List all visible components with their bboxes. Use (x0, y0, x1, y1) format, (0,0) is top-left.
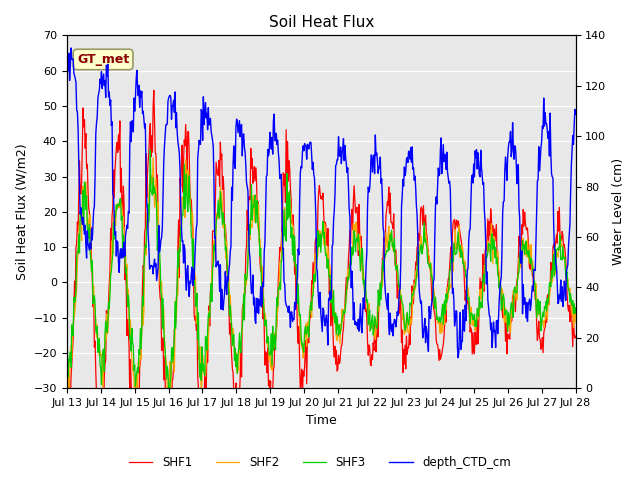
SHF3 (72, 287, 80, 293)
SHF1 (572, 333, 579, 339)
SHF3 (572, 305, 579, 311)
Line: depth_CTD_cm: depth_CTD_cm (67, 48, 575, 358)
depth_CTD_cm (454, 355, 462, 360)
Line: SHF2: SHF2 (67, 158, 575, 401)
SHF1 (399, 370, 407, 375)
SHF2 (204, 347, 212, 352)
X-axis label: Time: Time (306, 414, 337, 427)
SHF2 (572, 306, 579, 312)
SHF3 (147, 147, 154, 153)
SHF3 (63, 377, 70, 383)
SHF3 (384, 248, 392, 254)
SHF1 (72, 245, 80, 251)
SHF3 (399, 302, 407, 308)
SHF3 (166, 391, 173, 396)
depth_CTD_cm (204, 127, 211, 132)
SHF1 (63, 398, 70, 404)
SHF1 (384, 203, 392, 208)
depth_CTD_cm (63, 72, 70, 78)
SHF2 (177, 218, 185, 224)
SHF2 (72, 293, 80, 299)
SHF1 (204, 335, 212, 340)
SHF2 (63, 358, 70, 364)
Title: Soil Heat Flux: Soil Heat Flux (269, 15, 374, 30)
Y-axis label: Soil Heat Flux (W/m2): Soil Heat Flux (W/m2) (15, 144, 28, 280)
SHF1 (125, 326, 132, 332)
Line: SHF3: SHF3 (67, 150, 575, 394)
SHF2 (384, 233, 392, 239)
Text: GT_met: GT_met (77, 53, 129, 66)
SHF3 (204, 312, 212, 318)
SHF2 (131, 398, 138, 404)
depth_CTD_cm (383, 306, 391, 312)
SHF1 (177, 159, 185, 165)
SHF3 (125, 292, 132, 298)
SHF2 (125, 287, 132, 292)
Line: SHF1: SHF1 (67, 90, 575, 467)
depth_CTD_cm (125, 210, 133, 216)
depth_CTD_cm (572, 111, 579, 117)
SHF2 (399, 317, 407, 323)
depth_CTD_cm (73, 107, 81, 113)
SHF1 (133, 464, 141, 470)
depth_CTD_cm (177, 201, 184, 207)
Legend: SHF1, SHF2, SHF3, depth_CTD_cm: SHF1, SHF2, SHF3, depth_CTD_cm (124, 452, 516, 474)
SHF3 (177, 226, 185, 231)
depth_CTD_cm (398, 193, 406, 199)
SHF1 (150, 87, 157, 93)
depth_CTD_cm (67, 45, 75, 51)
SHF2 (149, 155, 157, 161)
Y-axis label: Water Level (cm): Water Level (cm) (612, 158, 625, 265)
